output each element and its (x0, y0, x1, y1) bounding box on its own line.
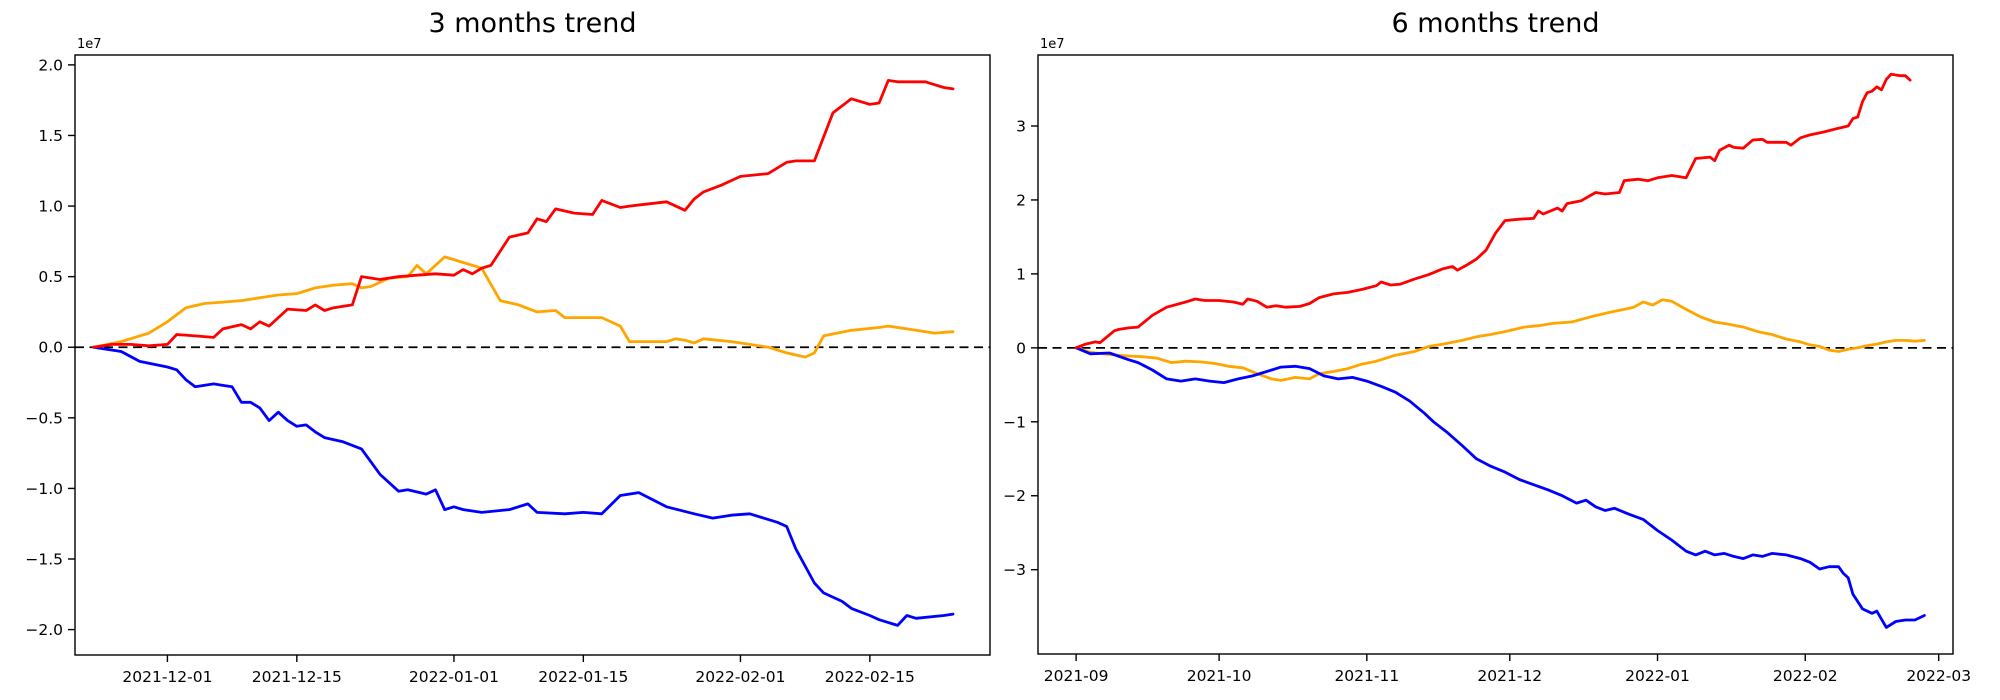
series-blue-line (92, 345, 955, 627)
y-tick-label: 1.0 (38, 198, 63, 216)
chart-title-3-months: 3 months trend (428, 8, 637, 39)
y-tick-label: 0 (1016, 339, 1026, 357)
chart-title-6-months: 6 months trend (1391, 8, 1600, 39)
x-tick-label: 2022-01-01 (409, 668, 499, 686)
x-tick-label: 2022-02 (1773, 667, 1838, 685)
x-tick-label: 2021-10 (1187, 667, 1252, 685)
x-tick-label: 2021-12-15 (252, 668, 342, 686)
y-tick-label: 0.5 (38, 268, 63, 286)
y-tick-label: 1.5 (38, 127, 63, 145)
y-axis-offset-label-right: 1e7 (1040, 37, 1065, 52)
x-tick-label: 2022-01-15 (538, 668, 628, 686)
y-tick-label: −1.5 (25, 551, 63, 569)
axes-spine-box (74, 54, 991, 656)
series-blue-line (1074, 346, 1926, 629)
x-tick-label: 2021-11 (1334, 667, 1399, 685)
y-tick-label: 0.0 (38, 339, 63, 357)
x-tick-label: 2022-02-15 (825, 668, 915, 686)
series-orange-line (1074, 298, 1926, 382)
y-tick-label: −2 (1003, 487, 1026, 505)
y-axis-offset-label-left: 1e7 (77, 37, 102, 52)
x-tick-label: 2021-12 (1477, 667, 1542, 685)
series-orange-line (92, 255, 955, 359)
y-tick-label: 2 (1016, 191, 1026, 209)
axes-spine-box (1037, 54, 1954, 655)
series-red-line (1074, 72, 1912, 350)
y-tick-label: −3 (1003, 561, 1026, 579)
x-tick-label: 2021-09 (1044, 667, 1109, 685)
y-tick-label: 3 (1016, 117, 1026, 135)
y-tick-label: 1 (1016, 265, 1026, 283)
x-tick-label: 2022-02-01 (695, 668, 785, 686)
x-tick-label: 2021-12-01 (122, 668, 212, 686)
x-tick-label: 2022-01 (1625, 667, 1690, 685)
y-tick-label: 2.0 (38, 56, 63, 74)
y-tick-label: −1 (1003, 413, 1026, 431)
y-tick-label: −2.0 (25, 621, 63, 639)
series-red-line (92, 79, 955, 349)
y-tick-label: −0.5 (25, 409, 63, 427)
y-tick-label: −1.0 (25, 480, 63, 498)
x-tick-label: 2022-03 (1906, 667, 1971, 685)
